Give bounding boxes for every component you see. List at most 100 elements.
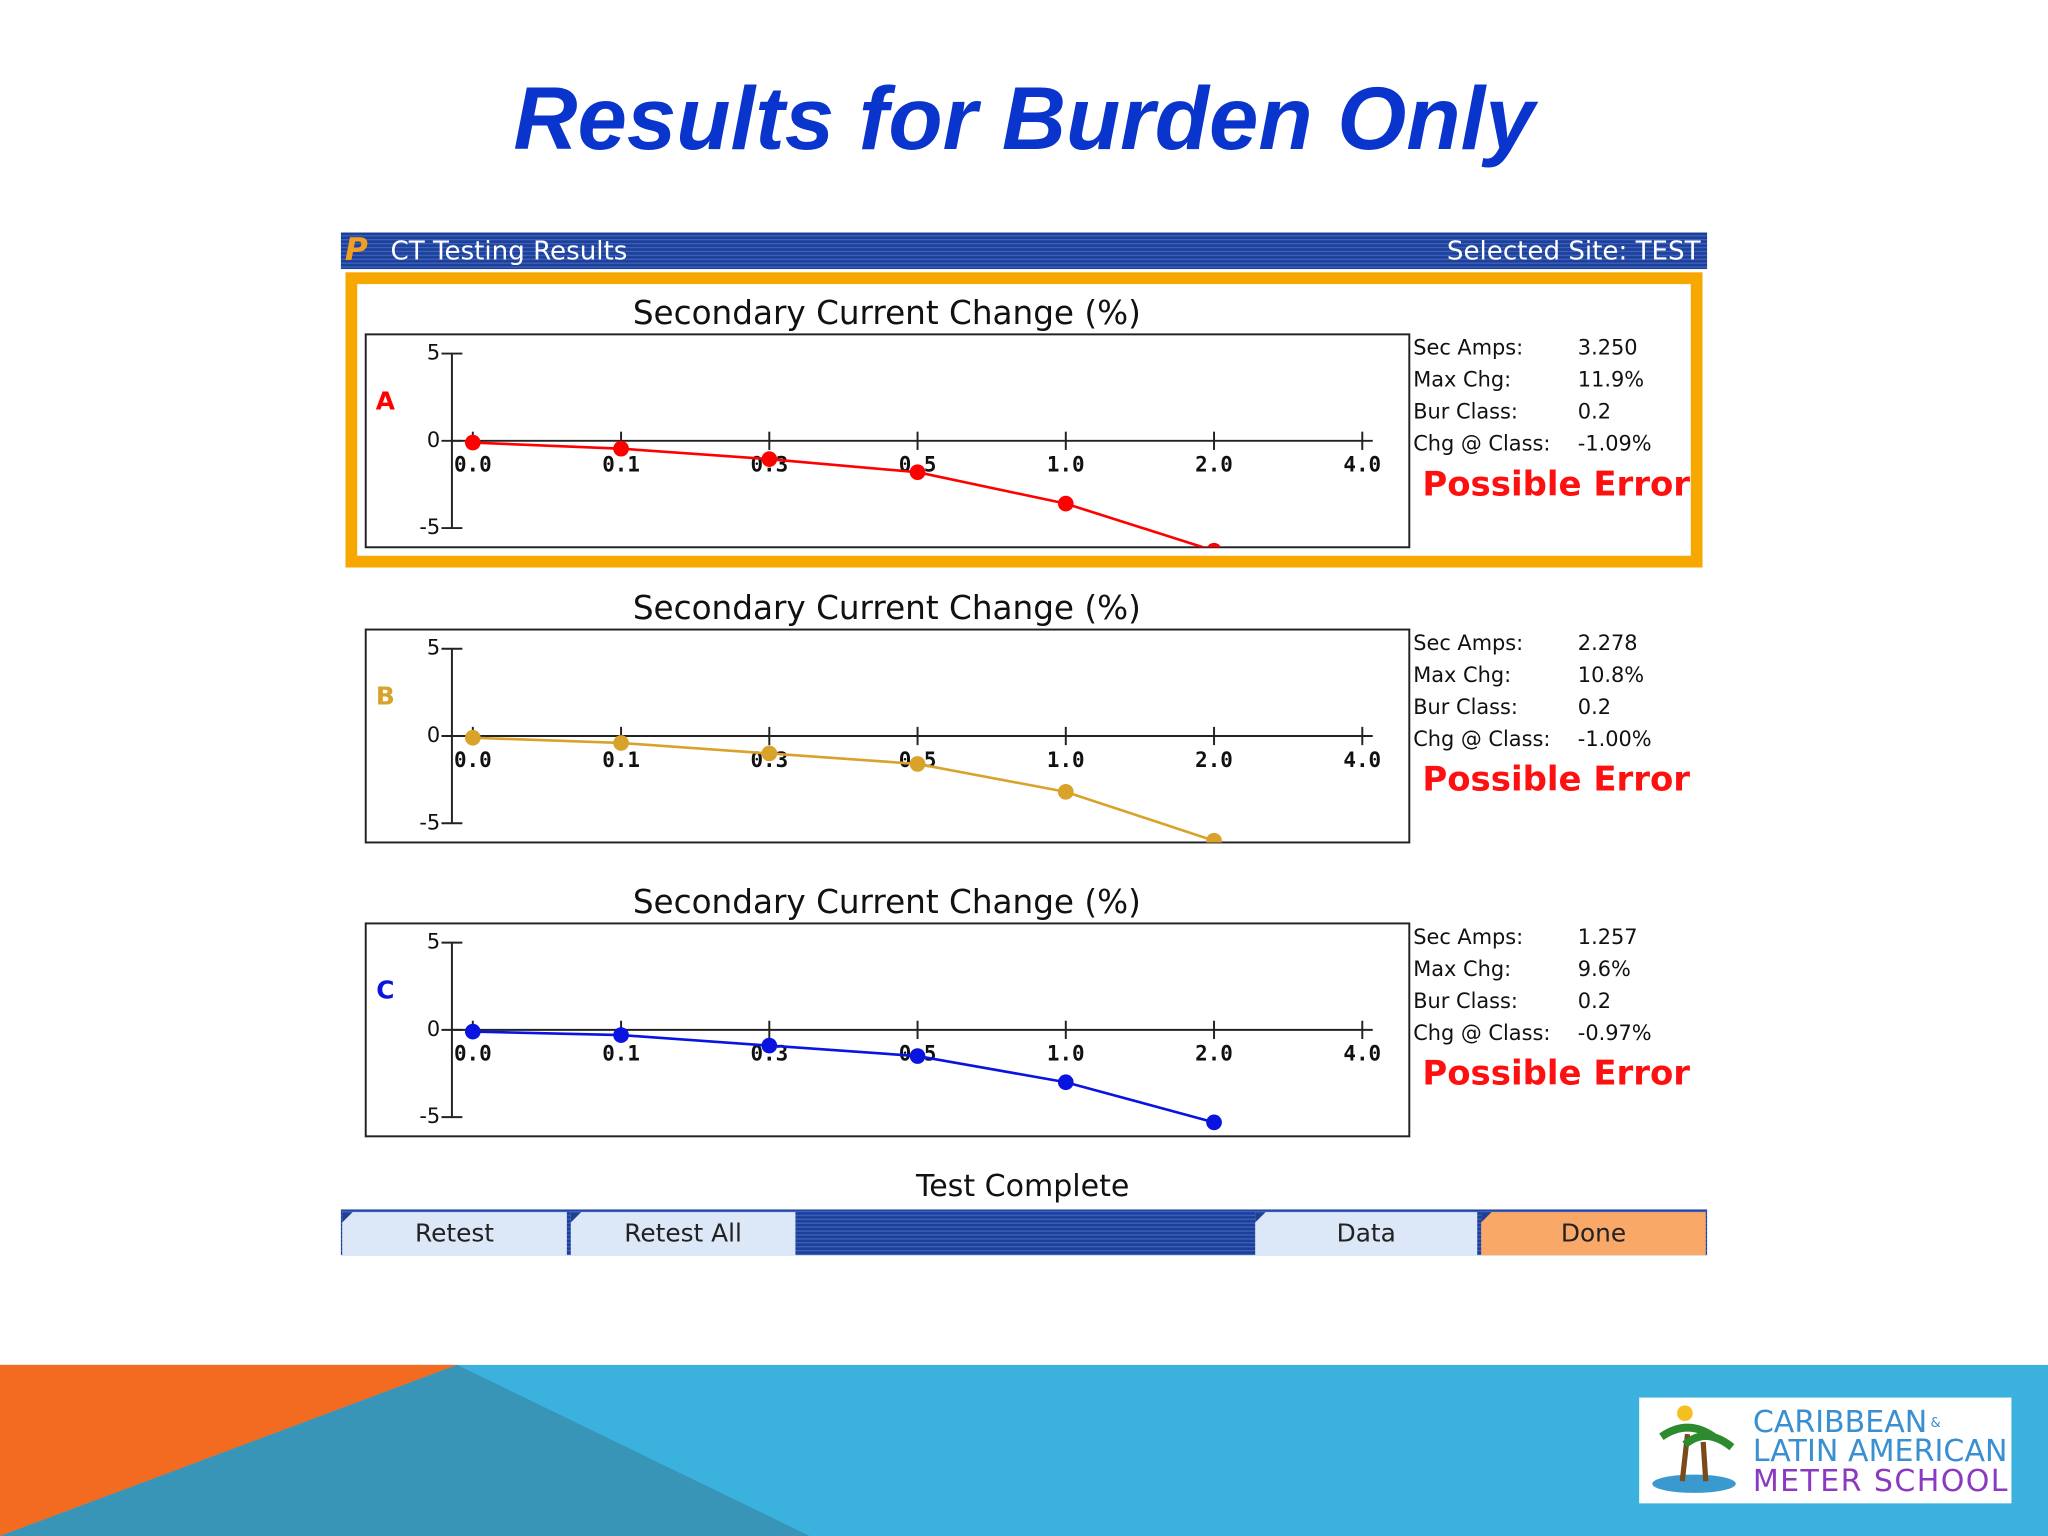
button[interactable] — [342, 1212, 567, 1256]
x-tick-label: 0.1 — [602, 748, 640, 772]
field-name: Chg @ Class: — [1413, 727, 1550, 751]
error-status: Possible Error — [1422, 1053, 1690, 1093]
logo-amp: & — [1930, 1416, 1940, 1431]
x-tick-label: 1.0 — [1047, 453, 1085, 477]
y-tick-label: 5 — [427, 930, 440, 954]
x-tick-label: 2.0 — [1195, 1042, 1233, 1066]
x-tick-label: 2.0 — [1195, 748, 1233, 772]
button[interactable] — [1481, 1212, 1706, 1256]
field-value: -1.00% — [1578, 727, 1652, 751]
data-point — [613, 735, 629, 751]
data-point — [464, 1023, 481, 1040]
field-name: Bur Class: — [1413, 400, 1518, 424]
data-point — [761, 451, 778, 467]
x-tick-label: 0.0 — [454, 453, 492, 477]
data-point — [1057, 784, 1074, 800]
y-tick-label: 0 — [427, 723, 440, 747]
field-name: Sec Amps: — [1413, 925, 1523, 949]
data-point — [909, 1048, 926, 1064]
title-bar — [340, 232, 1708, 270]
field-value: 1.257 — [1578, 925, 1638, 949]
field-value: 0.2 — [1578, 695, 1611, 719]
button[interactable] — [1255, 1212, 1478, 1256]
field-value: 0.2 — [1578, 989, 1611, 1013]
series-label: B — [376, 681, 395, 710]
series-label: A — [376, 386, 396, 415]
test-status: Test Complete — [915, 1169, 1129, 1204]
chart-title: Secondary Current Change (%) — [633, 883, 1141, 921]
buttons: Retest Retest All Data Done — [342, 1212, 1706, 1256]
data-point — [1057, 1074, 1074, 1091]
data-point — [613, 1027, 629, 1043]
field-name: Bur Class: — [1413, 695, 1518, 719]
series-line — [472, 1030, 1215, 1124]
charts: Secondary Current Change (%) 5 0 -5 0.0 0.1 0.… — [364, 294, 1690, 1138]
x-tick-label: 0.1 — [602, 1042, 640, 1066]
series-line — [472, 736, 1215, 842]
y-tick-label: -5 — [419, 1104, 440, 1128]
y-tick-label: -5 — [419, 810, 440, 834]
button-bar — [340, 1209, 1708, 1256]
data-point — [1057, 495, 1074, 512]
button-label: Done — [1561, 1218, 1626, 1247]
field-value: 9.6% — [1578, 957, 1631, 981]
logo-line-1: CARIBBEAN — [1753, 1405, 1927, 1440]
logo-sun — [1677, 1405, 1693, 1422]
field-value: 0.2 — [1578, 400, 1611, 424]
field-value: -0.97% — [1578, 1021, 1652, 1045]
field-name: Max Chg: — [1413, 663, 1511, 687]
x-tick-label: 1.0 — [1047, 1042, 1085, 1066]
series-clip — [464, 434, 1222, 548]
chart-title: Secondary Current Change (%) — [633, 294, 1141, 332]
data-point — [1206, 832, 1222, 843]
field-name: Chg @ Class: — [1413, 1021, 1550, 1045]
field-name: Sec Amps: — [1413, 631, 1523, 655]
x-tick-label: 2.0 — [1195, 453, 1233, 477]
logo-line-2: LATIN AMERICAN — [1753, 1434, 2008, 1469]
data-point — [464, 434, 481, 451]
x-tick-label: 4.0 — [1343, 748, 1381, 772]
field-name: Max Chg: — [1413, 368, 1511, 392]
field-name: Sec Amps: — [1413, 336, 1523, 360]
app-icon: P — [345, 232, 368, 268]
y-tick-label: 5 — [427, 636, 440, 660]
logo-line-3: METER SCHOOL — [1753, 1464, 2008, 1499]
data-point — [464, 729, 481, 746]
field-value: 3.250 — [1578, 336, 1638, 360]
data-point — [909, 464, 926, 481]
series-label: C — [376, 975, 394, 1004]
data-point — [761, 1037, 778, 1054]
logo-leaves — [1659, 1423, 1735, 1451]
x-tick-label: 0.1 — [602, 453, 640, 477]
series-clip — [464, 1023, 1222, 1131]
button-label: Data — [1337, 1218, 1396, 1247]
field-value: 10.8% — [1578, 663, 1644, 687]
field-value: 11.9% — [1578, 368, 1644, 392]
field-value: -1.09% — [1578, 432, 1652, 456]
y-tick-label: -5 — [419, 515, 440, 539]
field-name: Bur Class: — [1413, 989, 1518, 1013]
error-status: Possible Error — [1422, 464, 1690, 504]
window-title: CT Testing Results — [391, 237, 628, 267]
y-tick-label: 0 — [427, 1017, 440, 1041]
series-clip — [464, 729, 1222, 843]
data-point — [761, 745, 778, 762]
button-label: Retest — [415, 1218, 494, 1247]
y-tick-label: 5 — [427, 341, 440, 365]
data-point — [1206, 1114, 1222, 1131]
x-tick-label: 1.0 — [1047, 748, 1085, 772]
slide-title: Results for Burden Only — [513, 69, 1539, 168]
data-point — [909, 756, 926, 772]
x-tick-label: 0.0 — [454, 1042, 492, 1066]
x-tick-label: 4.0 — [1343, 453, 1381, 477]
field-name: Max Chg: — [1413, 957, 1511, 981]
y-tick-label: 0 — [427, 428, 440, 452]
chart-title: Secondary Current Change (%) — [633, 589, 1141, 627]
data-point — [613, 440, 629, 457]
button[interactable] — [570, 1212, 796, 1256]
button-label: Retest All — [624, 1218, 742, 1247]
data-point — [1207, 542, 1222, 548]
selection-frame — [345, 272, 1703, 568]
x-tick-label: 4.0 — [1343, 1042, 1381, 1066]
